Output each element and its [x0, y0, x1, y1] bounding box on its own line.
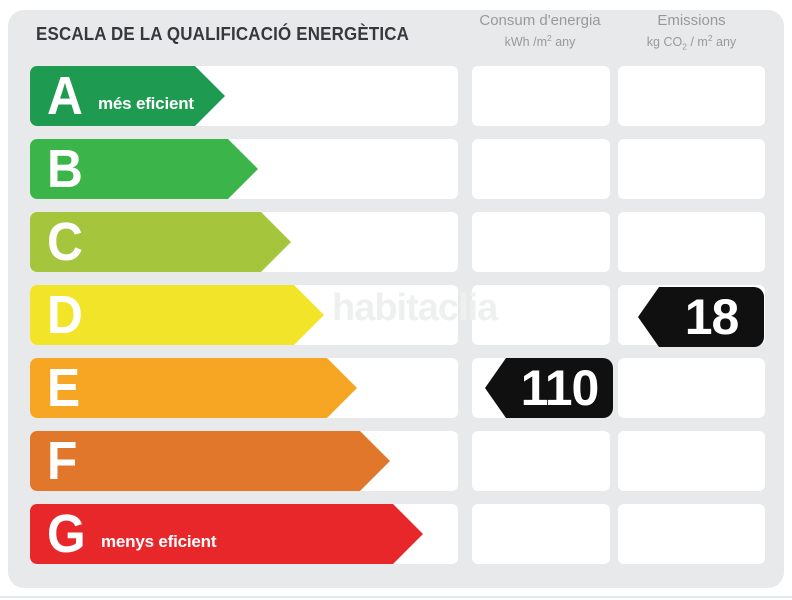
rating-arrow-a: A més eficient [30, 66, 195, 126]
left-point-icon [638, 287, 659, 347]
consum-cell [472, 139, 610, 199]
consum-column-header: Consum d'energia kWh /m2 any [470, 12, 610, 49]
rating-row-b: B [0, 139, 792, 199]
consum-value-arrow: 110 [485, 358, 613, 418]
consum-cell [472, 212, 610, 272]
rating-letter: D [47, 285, 83, 345]
emissions-header-title: Emissions [657, 12, 726, 29]
rating-cell: D [30, 285, 458, 345]
arrow-tip-icon [393, 504, 423, 564]
emissions-column-header: Emissions kg CO2 / m2 any [618, 12, 765, 52]
emissions-cell [618, 504, 765, 564]
consum-cell [472, 504, 610, 564]
arrow-tip-icon [195, 66, 225, 126]
rating-arrow-d: D [30, 285, 294, 345]
left-point-icon [485, 358, 506, 418]
efficiency-label: més eficient [98, 94, 194, 113]
rating-row-a: A més eficient [0, 66, 792, 126]
rating-letter: G [47, 504, 86, 564]
rating-arrow-e: E [30, 358, 327, 418]
bottom-divider [0, 596, 792, 598]
rating-row-c: C [0, 212, 792, 272]
consum-value: 110 [506, 358, 613, 418]
rating-letter: F [47, 431, 78, 491]
rating-arrow-f: F [30, 431, 360, 491]
consum-cell [472, 285, 610, 345]
consum-header-title: Consum d'energia [479, 12, 601, 29]
consum-cell [472, 431, 610, 491]
rating-row-g: G menys eficient [0, 504, 792, 564]
arrow-tip-icon [294, 285, 324, 345]
emissions-cell [618, 212, 765, 272]
emissions-value-arrow: 18 [638, 287, 764, 347]
rating-cell: A més eficient [30, 66, 458, 126]
arrow-tip-icon [360, 431, 390, 491]
rating-letter: B [47, 139, 83, 199]
rating-row-d: D [0, 285, 792, 345]
page-title: ESCALA DE LA QUALIFICACIÓ ENERGÈTICA [36, 24, 410, 44]
efficiency-label: menys eficient [101, 532, 217, 551]
rating-letter: C [47, 212, 83, 272]
arrow-tip-icon [327, 358, 357, 418]
rating-row-e: E [0, 358, 792, 418]
rating-letter: E [47, 358, 81, 418]
emissions-cell [618, 66, 765, 126]
rating-arrow-g: G menys eficient [30, 504, 393, 564]
emissions-cell [618, 139, 765, 199]
emissions-cell [618, 358, 765, 418]
rating-letter: A [47, 66, 83, 126]
rating-cell: G menys eficient [30, 504, 458, 564]
arrow-tip-icon [261, 212, 291, 272]
rating-cell: E [30, 358, 458, 418]
rating-cell: B [30, 139, 458, 199]
rating-cell: C [30, 212, 458, 272]
rating-row-f: F [0, 431, 792, 491]
emissions-value: 18 [659, 287, 764, 347]
rating-cell: F [30, 431, 458, 491]
consum-cell [472, 66, 610, 126]
arrow-tip-icon [228, 139, 258, 199]
rating-arrow-c: C [30, 212, 261, 272]
emissions-header-unit: kg CO2 / m2 any [646, 33, 737, 52]
habitaclia-watermark: habitaclia [332, 287, 498, 329]
emissions-cell [618, 431, 765, 491]
consum-header-unit: kWh /m2 any [504, 33, 576, 50]
rating-arrow-b: B [30, 139, 228, 199]
